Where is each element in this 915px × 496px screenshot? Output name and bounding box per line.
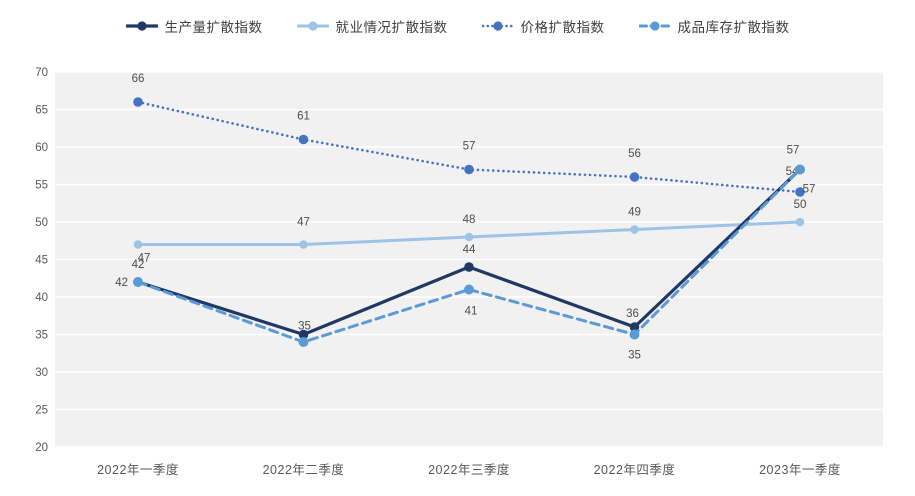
price-data-label: 56 (628, 148, 641, 160)
series-inventory: 42 41 35 57 (115, 164, 816, 362)
y-axis-tick-label: 45 (35, 255, 48, 267)
legend-label: 价格扩散指数 (520, 20, 605, 35)
employment-data-point (795, 217, 805, 227)
legend-item-price[interactable]: 价格扩散指数 (481, 16, 605, 36)
legend-item-employment[interactable]: 就业情况扩散指数 (296, 16, 448, 36)
y-axis-tick-label: 55 (35, 180, 48, 192)
employment-data-point (133, 240, 143, 249)
production-data-point (629, 322, 640, 332)
y-axis-tick-label: 40 (35, 292, 48, 304)
x-axis-category-label: 2022年三季度 (428, 462, 510, 477)
y-axis-tick-label: 65 (35, 105, 48, 117)
legend-label: 生产量扩散指数 (164, 20, 263, 35)
production-data-label: 42 (132, 259, 145, 271)
x-axis-category-label: 2022年二季度 (263, 462, 345, 477)
series-employment: 47 47 48 49 50 (133, 199, 807, 265)
y-axis-tick-label: 50 (35, 217, 48, 229)
x-axis-category-label: 2022年一季度 (97, 462, 179, 477)
production-data-label: 57 (787, 145, 800, 157)
inventory-data-point (464, 284, 474, 295)
legend-item-production[interactable]: 生产量扩散指数 (124, 16, 263, 36)
y-axis-tick-label: 35 (35, 330, 48, 342)
solid-line-circle-marker-icon (124, 20, 159, 32)
solid-line-circle-marker-icon (296, 20, 329, 32)
production-data-label: 44 (463, 244, 476, 256)
price-data-label: 66 (132, 73, 145, 85)
production-data-point (464, 262, 474, 272)
y-axis-tick-label: 60 (35, 142, 48, 154)
employment-data-point (299, 240, 308, 249)
price-data-label: 57 (463, 141, 476, 153)
production-data-label: 35 (298, 321, 311, 333)
price-data-point (298, 134, 309, 145)
employment-data-point (630, 225, 639, 234)
employment-data-label: 49 (628, 207, 641, 219)
employment-data-point (464, 232, 474, 242)
inventory-data-label: 41 (465, 306, 478, 318)
y-axis-tick-label: 30 (35, 367, 48, 379)
y-axis-tick-label: 70 (35, 67, 48, 79)
dashed-line-circle-marker-icon (638, 20, 671, 32)
legend-item-inventory[interactable]: 成品库存扩散指数 (638, 16, 790, 36)
price-data-point (795, 187, 805, 197)
employment-data-label: 47 (297, 217, 310, 229)
chart-legend: 生产量扩散指数 就业情况扩散指数 价格扩散指数 成品库存扩散指数 (0, 16, 915, 36)
legend-label: 成品库存扩散指数 (677, 20, 790, 35)
inventory-data-label: 57 (803, 184, 816, 196)
inventory-data-point (629, 329, 640, 340)
employment-data-label: 48 (463, 214, 476, 226)
x-axis-category-label: 2023年一季度 (759, 462, 841, 477)
inventory-data-label: 42 (115, 277, 128, 289)
inventory-data-point (795, 164, 805, 175)
inventory-data-point (298, 337, 309, 347)
legend-label: 就业情况扩散指数 (335, 20, 448, 35)
inventory-data-point (133, 277, 143, 287)
price-data-point (133, 97, 143, 107)
dotted-line-circle-marker-icon (481, 20, 514, 32)
y-axis-tick-label: 25 (35, 405, 48, 417)
x-axis-category-label: 2022年四季度 (594, 462, 676, 477)
production-data-label: 36 (626, 308, 639, 320)
production-data-point (298, 329, 309, 340)
y-axis-tick-label: 20 (35, 442, 48, 454)
inventory-data-label: 35 (628, 350, 641, 362)
price-data-point (464, 164, 474, 175)
price-data-point (629, 172, 640, 182)
employment-data-label: 50 (794, 199, 807, 211)
price-data-label: 61 (297, 111, 310, 123)
employment-data-label: 47 (138, 253, 151, 265)
